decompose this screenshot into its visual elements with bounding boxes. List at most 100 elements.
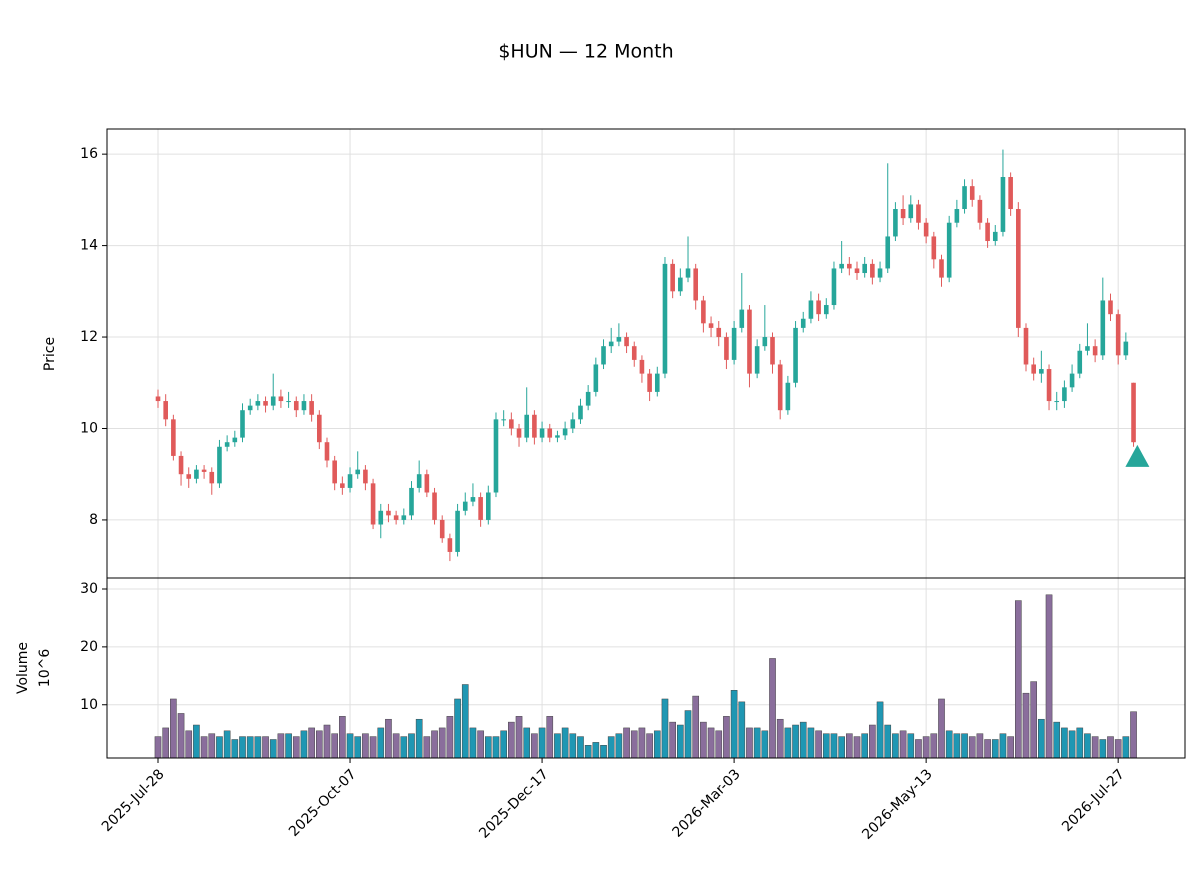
volume-bar (277, 733, 285, 759)
candle-body (831, 268, 837, 306)
volume-bar (746, 727, 753, 759)
volume-bar (346, 733, 354, 759)
signal-marker (1125, 444, 1150, 467)
volume-panel-frame (106, 577, 1186, 759)
x-tick-label: 2025-Oct-07 (286, 766, 360, 840)
volume-bar (1084, 733, 1091, 759)
candle-body (747, 309, 752, 374)
candle-body (555, 435, 560, 438)
candle-body (447, 538, 453, 552)
volume-bar (1107, 736, 1114, 759)
volume-bar (231, 739, 239, 759)
candle-body (232, 437, 238, 443)
candle-body (263, 401, 268, 406)
volume-bar (807, 727, 815, 759)
x-tick-label: 2026-Mar-03 (669, 766, 743, 840)
price-panel-frame (106, 128, 1186, 579)
candle-body (171, 419, 176, 456)
candle-body (678, 277, 683, 292)
candle-body (793, 327, 798, 383)
volume-bar (492, 736, 500, 759)
volume-bar (761, 730, 769, 759)
volume-bar (1091, 736, 1099, 759)
volume-bar (477, 730, 484, 759)
candle-body (854, 268, 860, 274)
volume-bar (369, 736, 377, 759)
volume-bar (730, 690, 738, 759)
volume-bar (200, 736, 208, 759)
volume-bar (822, 733, 830, 759)
candle-body (1023, 327, 1029, 365)
candle-body (969, 186, 975, 200)
candle-body (685, 268, 691, 278)
candle-body (954, 209, 960, 223)
volume-bar (607, 736, 615, 759)
candle-body (224, 442, 230, 447)
candle-body (731, 327, 737, 360)
volume-bar (1122, 736, 1130, 759)
candle-body (439, 519, 445, 539)
volume-bar (569, 733, 577, 759)
volume-bar (339, 716, 346, 759)
volume-bar (1061, 727, 1068, 759)
volume-bar (738, 701, 746, 759)
x-tick-label: 2025-Dec-17 (476, 766, 551, 841)
volume-bar (246, 736, 254, 759)
candle-body (340, 483, 345, 488)
volume-bar (508, 721, 515, 759)
volume-bar (269, 739, 277, 759)
volume-bar (1099, 739, 1107, 759)
candle-body (570, 419, 576, 429)
candle-body (1031, 364, 1036, 374)
volume-bar (991, 739, 999, 759)
candle-body (493, 419, 499, 493)
candle-body (416, 474, 422, 488)
candle-body (332, 460, 337, 484)
candle-body (485, 492, 491, 520)
candle-body (800, 318, 806, 328)
volume-bar (392, 733, 400, 759)
volume-bar (661, 698, 669, 759)
volume-bar (638, 727, 646, 759)
volume-bar (315, 730, 323, 759)
candle-body (293, 401, 299, 411)
candle-body (931, 236, 937, 260)
volume-bar (408, 733, 415, 759)
volume-bar (861, 733, 869, 759)
y-tick-label: 14 (80, 238, 98, 254)
candle-body (201, 469, 207, 472)
candle-body (547, 428, 553, 438)
candle-body (1000, 177, 1006, 232)
candle-body (370, 483, 376, 525)
candle-body (501, 419, 506, 421)
candle-body (1062, 387, 1067, 402)
candle-body (255, 401, 261, 406)
volume-bar (154, 736, 162, 759)
volume-bar (953, 733, 961, 759)
candle-body (286, 401, 291, 403)
volume-bar (684, 710, 692, 759)
volume-bar (438, 727, 446, 759)
candle-body (1085, 346, 1090, 351)
candle-body (1123, 341, 1129, 356)
volume-bar (1022, 692, 1030, 759)
candle-body (585, 391, 591, 406)
candle-body (662, 263, 668, 374)
candle-body (470, 497, 476, 502)
volume-bar (984, 739, 991, 759)
candle-body (708, 323, 714, 328)
volume-bar (1038, 718, 1045, 759)
volume-bar (1053, 721, 1061, 759)
volume-bar (1114, 739, 1122, 759)
candle-body (946, 222, 952, 278)
candle-body (654, 373, 660, 392)
volume-tick-label: 30 (80, 581, 98, 597)
y-tick-label: 16 (80, 146, 98, 162)
volume-bar (300, 730, 308, 759)
candle-body (816, 300, 821, 315)
candle-body (762, 337, 768, 347)
volume-bar (592, 742, 600, 759)
volume-bar (815, 730, 822, 759)
volume-bar (323, 724, 331, 759)
volume-bar (692, 695, 700, 759)
